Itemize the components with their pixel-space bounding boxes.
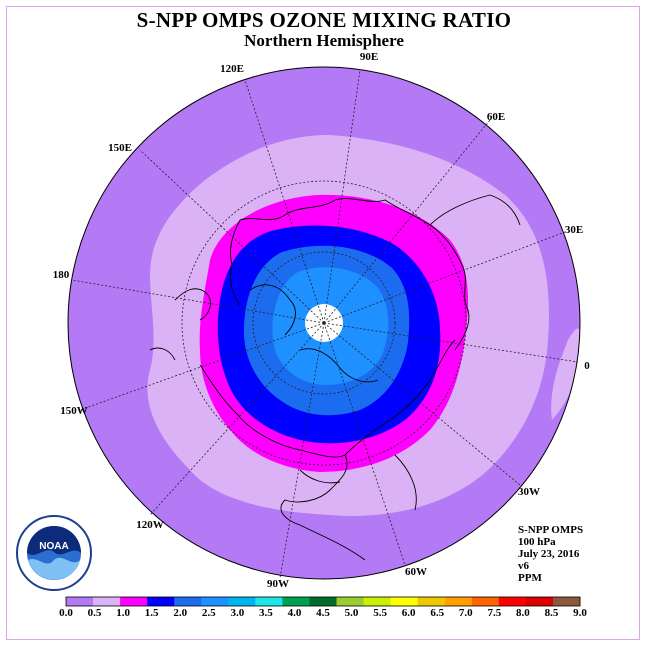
colorbar-swatch bbox=[498, 597, 527, 606]
colorbar-swatch bbox=[66, 597, 94, 606]
colorbar-swatch bbox=[147, 597, 175, 606]
lon-label-120w: 120W bbox=[136, 519, 164, 531]
lon-label-180: 180 bbox=[52, 269, 70, 281]
info-version: v6 bbox=[518, 560, 529, 572]
lon-label-30w: 30W bbox=[518, 486, 540, 498]
lon-label-120e: 120E bbox=[220, 63, 244, 75]
info-pressure: 100 hPa bbox=[518, 536, 556, 548]
coastlines bbox=[149, 194, 521, 561]
colorbar-tick-label: 2.5 bbox=[201, 607, 216, 619]
colorbar-swatch bbox=[444, 597, 473, 606]
colorbar-tick-label: 2.0 bbox=[173, 607, 188, 619]
lon-label-30e: 30E bbox=[564, 224, 584, 236]
colorbar-swatch bbox=[255, 597, 283, 606]
colorbar-tick-label: 5.5 bbox=[373, 607, 387, 619]
info-block: S-NPP OMPS 100 hPa July 23, 2016 v6 PPM bbox=[518, 524, 583, 584]
colorbar-tick-label: 8.0 bbox=[516, 607, 530, 619]
lon-label-60w: 60W bbox=[405, 566, 427, 578]
map-boundary bbox=[67, 66, 581, 580]
colorbar-swatch bbox=[471, 597, 500, 606]
lon-label-90e: 90E bbox=[359, 51, 379, 63]
colorbar-tick-label: 9.0 bbox=[573, 607, 587, 619]
colorbar-tick-label: 1.0 bbox=[116, 607, 130, 619]
figure-frame bbox=[6, 6, 640, 640]
colorbar-swatch bbox=[174, 597, 202, 606]
map-subtitle: Northern Hemisphere bbox=[244, 31, 404, 50]
colorbar-border bbox=[65, 596, 581, 607]
colorbar-swatch bbox=[363, 597, 392, 606]
colorbar-swatch bbox=[282, 597, 310, 606]
info-instrument: S-NPP OMPS bbox=[518, 524, 584, 536]
lon-label-60e: 60E bbox=[486, 111, 506, 123]
map-title: S-NPP OMPS OZONE MIXING RATIO bbox=[136, 8, 512, 32]
colorbar-tick-label: 8.5 bbox=[544, 607, 559, 619]
colorbar bbox=[65, 596, 581, 607]
colorbar-swatch bbox=[120, 597, 148, 606]
colorbar-swatch bbox=[228, 597, 256, 606]
colorbar-swatch bbox=[336, 597, 364, 606]
info-unit: PPM bbox=[518, 572, 542, 584]
colorbar-tick-label: 6.5 bbox=[430, 607, 445, 619]
colorbar-tick-label: 7.0 bbox=[458, 607, 473, 619]
colorbar-swatch bbox=[417, 597, 446, 606]
lon-label-150e: 150E bbox=[108, 142, 132, 154]
colorbar-swatch bbox=[93, 597, 121, 606]
colorbar-swatch bbox=[390, 597, 419, 606]
colorbar-swatch bbox=[525, 597, 554, 606]
colorbar-swatch bbox=[309, 597, 337, 606]
colorbar-tick-label: 3.0 bbox=[230, 607, 245, 619]
lon-label-0: 0 bbox=[584, 360, 590, 372]
colorbar-tick-label: 5.0 bbox=[344, 607, 359, 619]
colorbar-tick-label: 1.5 bbox=[144, 607, 159, 619]
colorbar-tick-label: 4.0 bbox=[287, 607, 302, 619]
colorbar-tick-label: 0.0 bbox=[59, 607, 73, 619]
info-date: July 23, 2016 bbox=[518, 548, 580, 560]
colorbar-tick-label: 0.5 bbox=[87, 607, 102, 619]
colorbar-tick-label: 7.5 bbox=[487, 607, 502, 619]
colorbar-tick-label: 3.5 bbox=[259, 607, 273, 619]
contour-band-0-5-edge bbox=[551, 328, 580, 420]
lon-label-90w: 90W bbox=[267, 578, 289, 590]
colorbar-swatch bbox=[552, 597, 581, 606]
colorbar-tick-label: 4.5 bbox=[316, 607, 330, 619]
lon-label-150w: 150W bbox=[60, 405, 88, 417]
colorbar-swatch bbox=[201, 597, 229, 606]
graticule bbox=[71, 69, 579, 579]
colorbar-tick-label: 6.0 bbox=[401, 607, 416, 619]
